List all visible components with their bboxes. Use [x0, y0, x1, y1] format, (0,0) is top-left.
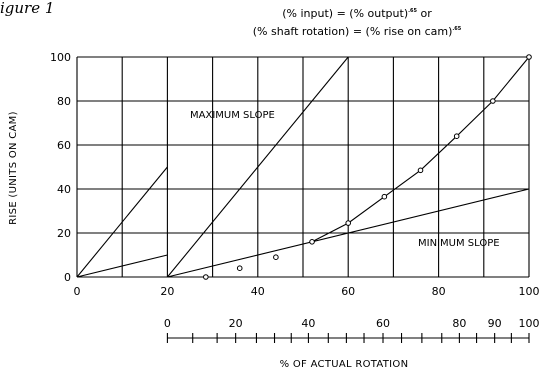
curve-point [381, 193, 388, 200]
x-tick-label: 40 [251, 285, 265, 298]
secondary-tick-label: 90 [488, 317, 502, 330]
y-tick-label: 100 [50, 51, 71, 64]
curve-point [273, 254, 279, 261]
curve-point [309, 239, 315, 245]
cam-curve-line [311, 56, 530, 243]
x-tick-label: 80 [432, 285, 446, 298]
formula-line-1: (% input) = (% output).65 or [282, 7, 432, 20]
annotation-minimum-slope: MINIMUM SLOPE [418, 238, 500, 249]
y-tick-label: 60 [57, 139, 71, 152]
grid [76, 56, 530, 278]
formula-line-1-tail: or [417, 7, 432, 20]
curve-point [345, 220, 352, 226]
reference-lines [76, 56, 530, 278]
x-tick-label: 60 [341, 285, 355, 298]
secondary-rotation-axis: 0 20 40 60 80 90 100 [164, 317, 540, 343]
curve-point [526, 54, 532, 60]
x-tick-label: 20 [160, 285, 174, 298]
curve-point [417, 167, 424, 174]
curve-point [453, 133, 460, 139]
y-tick-label: 0 [64, 271, 71, 284]
annotation-maximum-slope: MAXIMUM SLOPE [190, 110, 275, 121]
formula-line-2: (% shaft rotation) = (% rise on cam).65 [253, 25, 462, 38]
secondary-tick-label: 100 [519, 317, 540, 330]
curve-point [203, 274, 209, 280]
formula-line-1-exponent: .65 [408, 8, 417, 14]
curve-point [490, 98, 496, 104]
y-axis-title: RISE (UNITS ON CAM) [8, 111, 19, 225]
formula-line-2-text: (% shaft rotation) = (% rise on cam) [253, 25, 453, 38]
max-slope-line [166, 56, 349, 278]
axis-tick-labels: 0 20 40 60 80 100 0 20 40 60 80 100 [50, 51, 540, 298]
y-tick-label: 20 [57, 227, 71, 240]
x-tick-label: 100 [519, 285, 540, 298]
figure-label: igure 1 [0, 0, 54, 17]
secondary-tick-label: 60 [376, 317, 390, 330]
formula-line-2-exponent: .65 [452, 26, 461, 32]
max-slope-small-line [76, 166, 168, 278]
y-tick-label: 40 [57, 183, 71, 196]
x-axis-title: % OF ACTUAL ROTATION [280, 359, 409, 370]
cam-curve [203, 54, 532, 280]
y-tick-label: 80 [57, 95, 71, 108]
min-slope-small-line [76, 254, 168, 278]
secondary-tick-label: 0 [164, 317, 171, 330]
secondary-tick-label: 20 [229, 317, 243, 330]
secondary-tick-label: 80 [452, 317, 466, 330]
x-tick-label: 0 [74, 285, 81, 298]
formula-line-1-text: (% input) = (% output) [282, 7, 408, 20]
min-slope-line [167, 188, 530, 278]
secondary-tick-label: 40 [301, 317, 315, 330]
curve-point [236, 265, 243, 272]
